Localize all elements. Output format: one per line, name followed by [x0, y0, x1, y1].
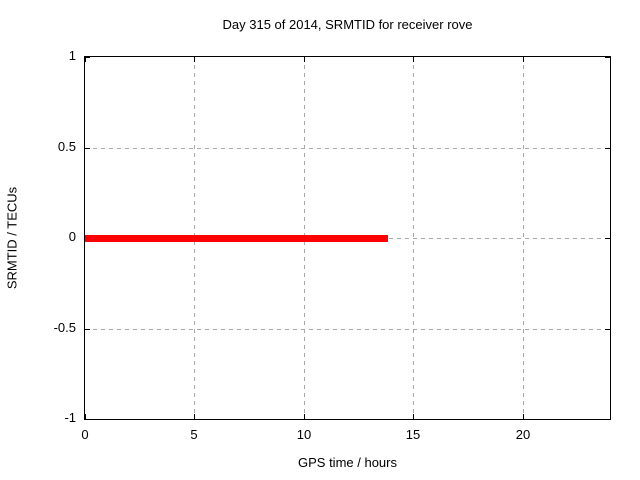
y-tick-mark — [85, 57, 90, 58]
x-tick-mark — [413, 414, 414, 419]
x-tick-mark — [413, 57, 414, 62]
y-tick-mark — [85, 148, 90, 149]
x-tick-mark — [304, 57, 305, 62]
y-tick-mark — [605, 238, 610, 239]
x-tick-mark — [194, 414, 195, 419]
data-line-srmtid — [85, 235, 388, 242]
y-tick-label: -0.5 — [53, 320, 76, 335]
y-tick-mark — [605, 329, 610, 330]
y-tick-mark — [605, 419, 610, 420]
x-tick-label: 5 — [190, 427, 198, 442]
y-tick-mark — [85, 329, 90, 330]
x-tick-mark — [523, 414, 524, 419]
x-tick-label: 10 — [296, 427, 312, 442]
plot-area — [84, 56, 611, 420]
x-tick-label: 15 — [405, 427, 421, 442]
x-axis-label: GPS time / hours — [298, 455, 397, 470]
y-tick-mark — [605, 148, 610, 149]
gridline-horizontal — [85, 329, 610, 330]
x-tick-label: 20 — [515, 427, 531, 442]
x-tick-label: 0 — [81, 427, 89, 442]
y-tick-mark — [85, 419, 90, 420]
y-tick-label: 0.5 — [57, 139, 76, 154]
x-tick-mark — [194, 57, 195, 62]
y-tick-label: -1 — [64, 410, 76, 425]
y-tick-label: 0 — [68, 229, 76, 244]
x-tick-mark — [523, 57, 524, 62]
y-tick-label: 1 — [68, 48, 76, 63]
x-tick-mark — [304, 414, 305, 419]
chart-title: Day 315 of 2014, SRMTID for receiver rov… — [222, 17, 473, 32]
x-tick-mark — [85, 414, 86, 419]
gridline-horizontal — [85, 148, 610, 149]
x-tick-mark — [85, 57, 86, 62]
y-tick-mark — [605, 57, 610, 58]
